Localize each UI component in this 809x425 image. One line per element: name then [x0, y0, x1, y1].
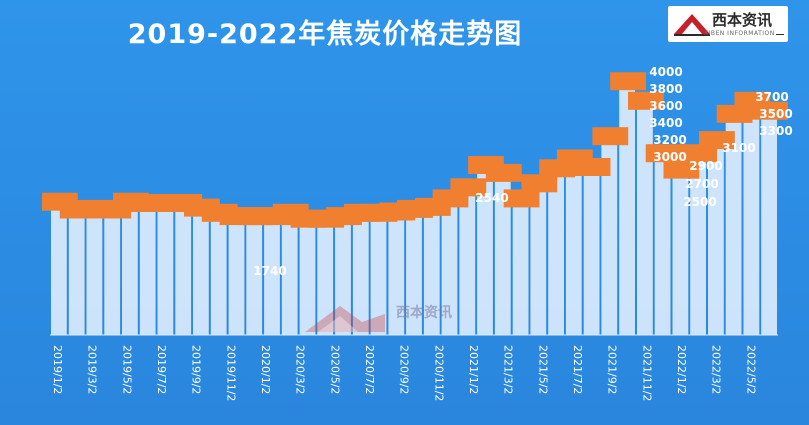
bar [512, 203, 529, 335]
bar [317, 223, 334, 335]
data-label: 2700 [685, 177, 718, 191]
x-tick-label: 2021/1/2 [467, 345, 480, 394]
x-tick-label: 2021/7/2 [571, 345, 584, 394]
bar [193, 212, 209, 335]
bar [370, 217, 387, 335]
x-tick-label: 2020/5/2 [328, 345, 341, 394]
data-label-box [485, 163, 522, 182]
data-label: 3200 [653, 133, 686, 147]
logo-text: 西本资讯 [712, 11, 773, 29]
x-tick-label: 2022/1/2 [675, 345, 688, 394]
data-label-box [521, 174, 558, 193]
data-label: 3000 [653, 150, 686, 164]
x-tick-label: 2021/5/2 [536, 345, 549, 394]
x-tick-label: 2021/3/2 [502, 345, 515, 394]
bar [175, 208, 192, 335]
bar [210, 217, 227, 335]
bar [122, 206, 138, 335]
bar [494, 177, 511, 335]
bar [637, 105, 653, 335]
bar [335, 221, 351, 335]
data-label-box [592, 127, 629, 146]
bar [441, 203, 458, 335]
bar [51, 206, 67, 335]
bar [459, 192, 476, 335]
bar [672, 174, 689, 335]
bar [761, 115, 777, 335]
data-label-box [663, 160, 700, 179]
data-label-box [699, 131, 735, 150]
x-tick-label: 2020/7/2 [363, 345, 376, 394]
chart-title: 2019-2022年焦炭价格走势图 [127, 19, 523, 50]
bar [157, 208, 174, 335]
data-label: 2900 [689, 159, 722, 173]
bar [246, 221, 263, 335]
x-tick-label: 2019/9/2 [190, 345, 203, 394]
data-label-box [574, 158, 611, 176]
data-label: 2500 [683, 195, 716, 209]
bar [548, 173, 564, 335]
x-tick-label: 2019/1/2 [51, 345, 64, 394]
bar [477, 170, 493, 335]
x-tick-label: 2020/11/2 [432, 345, 445, 401]
data-label: 2540 [475, 191, 508, 205]
data-label: 3700 [755, 90, 788, 104]
logo-underline [776, 34, 784, 35]
x-tick-label: 2019/5/2 [120, 345, 133, 394]
data-label: 3600 [649, 99, 682, 113]
bar [299, 223, 316, 335]
data-label-box [450, 178, 487, 197]
x-tick-label: 2019/3/2 [86, 345, 99, 394]
data-label: 3800 [649, 82, 682, 96]
bar [406, 213, 422, 335]
logo-subtext: XIBEN INFORMATION [704, 30, 775, 37]
bar [139, 208, 156, 335]
logo-mountain-icon [674, 14, 710, 36]
bar [423, 211, 440, 335]
x-tick-label: 2021/9/2 [606, 345, 619, 394]
bar [619, 86, 635, 335]
bar [104, 214, 121, 335]
bar [601, 141, 618, 335]
data-label: 3300 [759, 124, 792, 138]
bar [68, 214, 85, 335]
brand-logo: 西本资讯 XIBEN INFORMATION [668, 6, 788, 42]
data-label-box [503, 189, 540, 208]
bar [565, 163, 582, 335]
bar [352, 217, 369, 335]
data-label-box [752, 101, 788, 120]
data-label: 4000 [649, 65, 682, 79]
data-label-box [645, 144, 682, 163]
watermark-text: 西本资讯 [396, 305, 452, 321]
x-tick-label: 2020/9/2 [398, 345, 411, 394]
x-tick-label: 2019/7/2 [155, 345, 168, 394]
bar [654, 158, 671, 335]
bar [743, 105, 760, 335]
data-label-box [610, 72, 646, 91]
x-tick-label: 2019/11/2 [224, 345, 237, 401]
data-label: 3400 [649, 116, 682, 130]
x-tick-label: 2022/5/2 [744, 345, 757, 394]
x-tick-label: 2020/1/2 [259, 345, 272, 394]
data-label: 1740 [253, 264, 286, 278]
bar [708, 145, 724, 335]
x-tick-label: 2021/11/2 [640, 345, 653, 401]
bar [725, 118, 742, 336]
bar [264, 221, 280, 335]
data-label: 3100 [722, 141, 755, 155]
bar [690, 158, 706, 335]
data-label-box [628, 91, 664, 110]
bar [583, 172, 600, 335]
x-tick-label: 2022/3/2 [710, 345, 723, 394]
bar [228, 221, 245, 335]
watermark-logo-icon [305, 306, 385, 332]
bar [86, 213, 103, 335]
x-tick-label: 2020/3/2 [294, 345, 307, 394]
data-label: 3500 [759, 107, 792, 121]
bar [388, 216, 405, 335]
bar [281, 217, 298, 335]
bar [530, 188, 547, 335]
